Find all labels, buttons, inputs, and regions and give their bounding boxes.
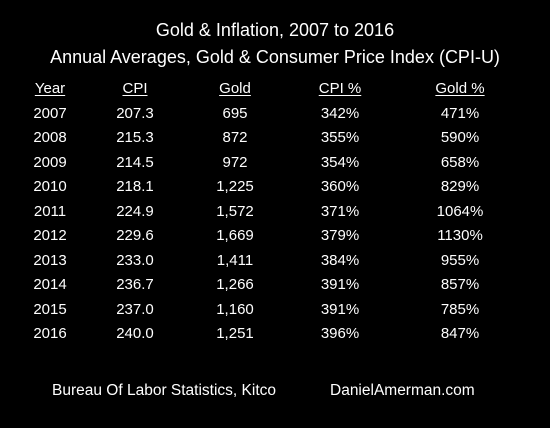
- cell-cpi: 224.9: [116, 202, 154, 220]
- cell-cpi-pct: 391%: [320, 276, 360, 293]
- cell-year: 2010: [33, 178, 67, 195]
- cell-gold-pct: 847%: [440, 325, 480, 342]
- cell-cpi: 218.1: [116, 178, 154, 195]
- cell-cpi: 229.6: [116, 227, 154, 244]
- table-row: 2014 236.7 1,266 391% 857%: [0, 276, 550, 301]
- cell-year: 2014: [33, 276, 67, 293]
- header-gold: Gold: [219, 80, 251, 97]
- cell-year: 2013: [33, 251, 67, 269]
- header-year: Year: [34, 80, 66, 97]
- cell-cpi: 207.3: [116, 104, 154, 122]
- cell-year: 2015: [33, 300, 67, 318]
- header-cpi-pct: CPI %: [318, 80, 362, 97]
- cell-gold-pct: 829%: [440, 178, 480, 195]
- source-credit: Bureau Of Labor Statistics, Kitco: [52, 382, 276, 399]
- table-row: 2013 233.0 1,411 384% 955%: [0, 252, 550, 277]
- cell-cpi: 240.0: [116, 325, 154, 342]
- cell-cpi: 237.0: [116, 300, 154, 318]
- cell-gold: 1,160: [216, 300, 254, 318]
- cell-cpi-pct: 396%: [320, 325, 360, 342]
- cell-gold: 695: [222, 104, 248, 122]
- data-table: Year CPI Gold CPI % Gold % 2007 207.3 69…: [0, 80, 550, 350]
- cell-year: 2016: [33, 325, 67, 342]
- cell-cpi-pct: 360%: [320, 178, 360, 195]
- table-row: 2008 215.3 872 355% 590%: [0, 129, 550, 154]
- cell-cpi-pct: 379%: [320, 227, 360, 244]
- cell-gold: 1,225: [216, 178, 254, 195]
- cell-gold: 1,251: [216, 325, 254, 342]
- cell-gold: 1,411: [216, 251, 254, 269]
- cell-cpi-pct: 391%: [320, 300, 360, 318]
- cell-year: 2007: [33, 104, 67, 122]
- cell-cpi: 215.3: [116, 129, 154, 146]
- page-title: Gold & Inflation, 2007 to 2016: [155, 20, 395, 40]
- table-row: 2010 218.1 1,225 360% 829%: [0, 178, 550, 203]
- cell-gold-pct: 785%: [440, 300, 480, 318]
- header-gold-pct: Gold %: [435, 80, 485, 97]
- table-row: 2009 214.5 972 354% 658%: [0, 154, 550, 179]
- table-row: 2007 207.3 695 342% 471%: [0, 105, 550, 130]
- cell-year: 2012: [33, 227, 67, 244]
- table-header-row: Year CPI Gold CPI % Gold %: [0, 80, 550, 105]
- cell-gold: 1,572: [216, 202, 254, 220]
- cell-gold-pct: 955%: [440, 251, 480, 269]
- cell-gold-pct: 658%: [440, 153, 480, 171]
- page-subtitle: Annual Averages, Gold & Consumer Price I…: [50, 47, 500, 67]
- cell-cpi-pct: 371%: [320, 202, 360, 220]
- cell-gold-pct: 857%: [440, 276, 480, 293]
- cell-cpi: 214.5: [116, 153, 154, 171]
- cell-cpi-pct: 355%: [320, 129, 360, 146]
- table-row: 2011 224.9 1,572 371% 1064%: [0, 203, 550, 228]
- cell-cpi: 236.7: [116, 276, 154, 293]
- table-row: 2016 240.0 1,251 396% 847%: [0, 325, 550, 350]
- cell-year: 2009: [33, 153, 67, 171]
- cell-gold-pct: 471%: [440, 104, 480, 122]
- cell-gold: 1,266: [216, 276, 254, 293]
- cell-gold: 872: [222, 129, 248, 146]
- cell-year: 2008: [33, 129, 67, 146]
- cell-gold-pct: 590%: [440, 129, 480, 146]
- table-row: 2012 229.6 1,669 379% 1130%: [0, 227, 550, 252]
- cell-gold: 1,669: [216, 227, 254, 244]
- cell-gold: 972: [222, 153, 248, 171]
- site-credit: DanielAmerman.com: [330, 382, 475, 399]
- cell-gold-pct: 1064%: [436, 202, 484, 220]
- cell-cpi-pct: 354%: [320, 153, 360, 171]
- table-row: 2015 237.0 1,160 391% 785%: [0, 301, 550, 326]
- cell-cpi-pct: 342%: [320, 104, 360, 122]
- cell-cpi-pct: 384%: [320, 251, 360, 269]
- cell-gold-pct: 1130%: [437, 227, 483, 244]
- header-cpi: CPI: [122, 80, 148, 97]
- cell-cpi: 233.0: [116, 251, 154, 269]
- cell-year: 2011: [33, 202, 67, 220]
